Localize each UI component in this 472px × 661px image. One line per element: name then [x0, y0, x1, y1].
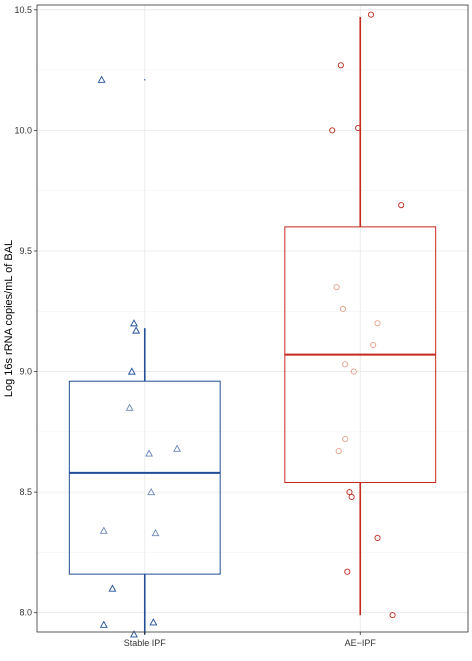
data-point-triangle — [132, 326, 141, 334]
y-tick-label: 9.5 — [19, 246, 32, 256]
data-point-circle — [346, 489, 353, 496]
data-point-triangle — [130, 319, 138, 327]
data-point-circle — [367, 11, 375, 18]
data-point-triangle — [151, 529, 160, 537]
data-point-circle — [342, 436, 349, 443]
data-point-circle — [389, 612, 396, 619]
data-point-circle — [329, 127, 336, 134]
x-tick-label: AE−IPF — [345, 638, 377, 648]
data-point-triangle — [97, 75, 106, 83]
data-point-circle — [342, 361, 349, 368]
data-point-triangle — [130, 630, 138, 638]
y-tick-label: 8.0 — [19, 608, 32, 618]
data-point-triangle — [147, 488, 156, 496]
data-point-triangle — [99, 620, 108, 628]
plot-panel-border — [36, 4, 469, 633]
data-point-circle — [339, 305, 347, 312]
data-point-circle — [333, 284, 340, 291]
data-point-circle — [355, 124, 362, 132]
data-point-circle — [398, 202, 405, 209]
y-axis-ticks: 8.0 8.5 9.0 9.5 10.0 10.5 — [14, 5, 37, 618]
y-axis-title: Log 16s rRNA copies/mL of BAL — [3, 240, 15, 397]
data-point-triangle — [145, 449, 154, 457]
data-point-circle — [374, 534, 381, 542]
y-tick-label: 8.5 — [19, 487, 32, 497]
y-tick-label: 9.0 — [19, 367, 32, 377]
data-point-circle — [344, 568, 351, 575]
data-point-triangle — [127, 367, 136, 375]
y-tick-label: 10.0 — [14, 125, 32, 135]
point-layer — [97, 11, 405, 638]
data-point-triangle — [125, 403, 134, 411]
x-tick-label: Stable IPF — [124, 638, 167, 648]
box-iqr — [68, 380, 221, 575]
data-point-triangle — [99, 526, 108, 534]
data-point-circle — [348, 493, 355, 501]
box-layer — [68, 17, 437, 635]
data-point-circle — [337, 62, 344, 69]
data-point-circle — [370, 341, 377, 349]
data-point-triangle — [173, 444, 182, 452]
data-point-circle — [335, 448, 342, 455]
data-point-triangle — [149, 618, 158, 626]
data-point-triangle — [108, 584, 117, 592]
data-point-circle — [350, 368, 357, 375]
y-tick-label: 10.5 — [14, 5, 32, 15]
x-axis-ticks: Stable IPF AE−IPF — [124, 632, 377, 648]
data-point-circle — [374, 320, 381, 327]
